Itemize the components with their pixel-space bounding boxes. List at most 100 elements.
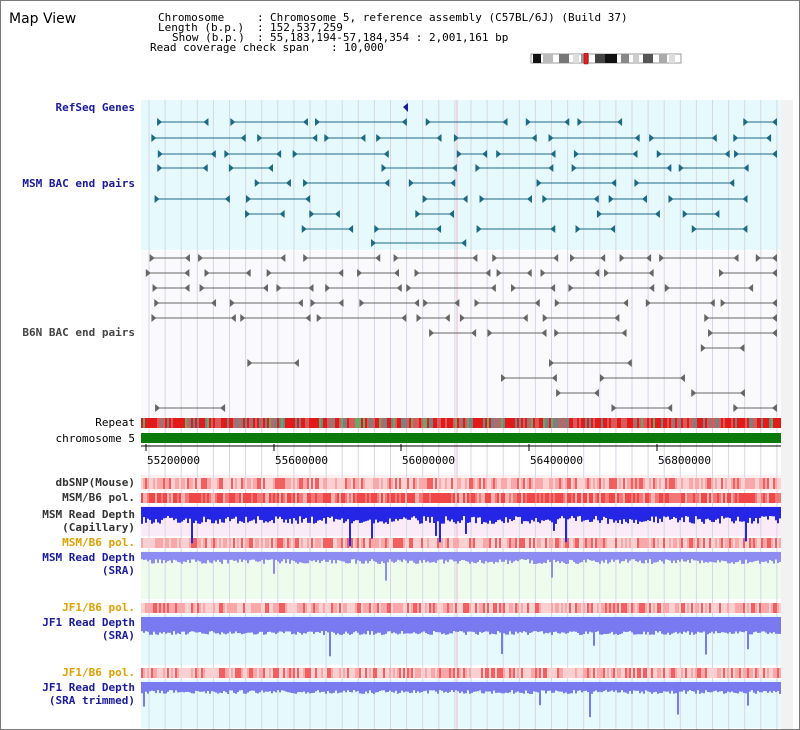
msm-b6-pol2-segment [587, 538, 589, 548]
jf1-sra-depth [581, 617, 583, 635]
track-msm-b6-pol-2[interactable]: MSM/B6 pol. [62, 536, 135, 549]
track-jf1-b6-pol-1[interactable]: JF1/B6 pol. [62, 601, 135, 614]
bac-end-left [479, 195, 485, 203]
dbsnp-segment [215, 478, 217, 489]
chromosome-ideogram[interactable] [529, 53, 685, 65]
msm-b6-pol2-segment [187, 538, 189, 548]
msm-b6-pol2-segment [573, 538, 575, 548]
jf1-b6-pol-segment [581, 603, 583, 613]
bac-end-right [617, 118, 623, 126]
msm-b6-pol-segment [199, 493, 201, 503]
msm-b6-pol2-segment [529, 538, 531, 548]
msm-b6-pol2-segment [305, 538, 307, 548]
dbsnp-segment [583, 478, 585, 489]
dbsnp-segment [743, 478, 745, 489]
jf1-b6-pol2-segment [777, 668, 779, 678]
jf1-b6-pol2-segment [475, 668, 477, 678]
msm-b6-pol-segment [749, 493, 751, 503]
jf1-trim-depth [379, 682, 381, 691]
jf1-b6-pol2-segment [297, 668, 299, 678]
jf1-sra-depth [773, 617, 775, 633]
jf1-trim-depth [407, 682, 409, 692]
dbsnp-segment [655, 478, 657, 489]
track-jf1-depth-trim-1[interactable]: JF1 Read Depth [42, 681, 135, 694]
jf1-trim-depth [631, 682, 633, 694]
jf1-sra-depth [667, 617, 669, 633]
bac-end-left [408, 179, 414, 187]
msm-b6-pol2-segment [467, 538, 469, 548]
msm-b6-pol2-segment [561, 538, 563, 548]
msm-b6-pol-segment [735, 493, 737, 503]
jf1-b6-pol-segment [327, 603, 329, 613]
jf1-trim-depth [689, 682, 691, 691]
jf1-b6-pol2-segment [545, 668, 547, 678]
track-refseq-genes[interactable]: RefSeq Genes [55, 101, 135, 114]
msm-b6-pol2-segment [777, 538, 779, 548]
repeat-segment [557, 418, 559, 428]
track-jf1-b6-pol-2[interactable]: JF1/B6 pol. [62, 666, 135, 679]
jf1-sra-depth [311, 617, 313, 632]
dbsnp-segment [195, 478, 197, 489]
jf1-trim-depth [773, 682, 775, 691]
track-msm-depth-sra-1[interactable]: MSM Read Depth [42, 551, 135, 564]
jf1-sra-depth [705, 617, 707, 655]
jf1-b6-pol-segment [285, 603, 287, 613]
dbsnp-segment [267, 478, 269, 489]
bac-end-left [459, 314, 465, 322]
repeat-segment [373, 418, 375, 428]
msm-capillary-depth [577, 507, 579, 517]
track-msm-bac[interactable]: MSM BAC end pairs [22, 177, 135, 190]
jf1-trim-depth [235, 682, 237, 694]
track-b6n-bac[interactable]: B6N BAC end pairs [22, 326, 135, 339]
msm-capillary-depth [549, 507, 551, 521]
jf1-b6-pol-segment [585, 603, 587, 613]
repeat-segment [543, 418, 545, 428]
msm-b6-pol-segment [437, 493, 439, 503]
msm-b6-pol-segment [479, 493, 481, 503]
jf1-b6-pol-segment [253, 603, 255, 613]
jf1-b6-pol2-segment [229, 668, 231, 678]
msm-b6-pol-segment [533, 493, 535, 503]
jf1-sra-depth [149, 617, 151, 635]
msm-capillary-depth [669, 507, 671, 520]
track-chromosome[interactable]: chromosome 5 [55, 432, 135, 445]
repeat-segment [511, 418, 513, 428]
repeat-segment [593, 418, 595, 428]
track-repeat[interactable]: Repeat [95, 416, 135, 429]
msm-sra-depth [219, 552, 221, 562]
repeat-segment [567, 418, 569, 428]
length-label: Length (b.p.) [158, 21, 245, 34]
dbsnp-segment [351, 478, 353, 489]
bac-end-left [743, 118, 749, 126]
dbsnp-segment [617, 478, 619, 489]
jf1-trim-depth [155, 682, 157, 694]
msm-sra-depth [689, 552, 691, 563]
msm-capillary-depth [251, 507, 253, 521]
track-msm-depth-cap-1[interactable]: MSM Read Depth [42, 508, 135, 521]
jf1-b6-pol2-segment [411, 668, 413, 678]
repeat-segment [281, 418, 283, 428]
jf1-b6-pol2-segment [377, 668, 379, 678]
msm-b6-pol-segment [211, 493, 213, 503]
jf1-b6-pol2-segment [455, 668, 457, 678]
track-jf1-depth-sra-1[interactable]: JF1 Read Depth [42, 616, 135, 629]
jf1-trim-depth [225, 682, 227, 693]
track-jf1-depth-sra-2: (SRA) [101, 629, 135, 642]
msm-sra-depth [281, 552, 283, 562]
jf1-b6-pol2-segment [251, 668, 253, 678]
jf1-b6-pol2-segment [703, 668, 705, 678]
track-dbsnp[interactable]: dbSNP(Mouse) [55, 476, 135, 489]
msm-sra-depth [673, 552, 675, 561]
msm-b6-pol2-segment [395, 538, 397, 548]
msm-sra-depth [731, 552, 733, 563]
length-sep: : [257, 21, 264, 34]
msm-b6-pol2-segment [435, 538, 437, 548]
dbsnp-segment [211, 478, 213, 489]
msm-sra-depth [467, 552, 469, 562]
dbsnp-segment [181, 478, 183, 489]
msm-b6-pol2-segment [415, 538, 417, 548]
jf1-b6-pol-segment [563, 603, 565, 613]
track-msm-b6-pol-1[interactable]: MSM/B6 pol. [62, 491, 135, 504]
repeat-segment [363, 418, 365, 428]
